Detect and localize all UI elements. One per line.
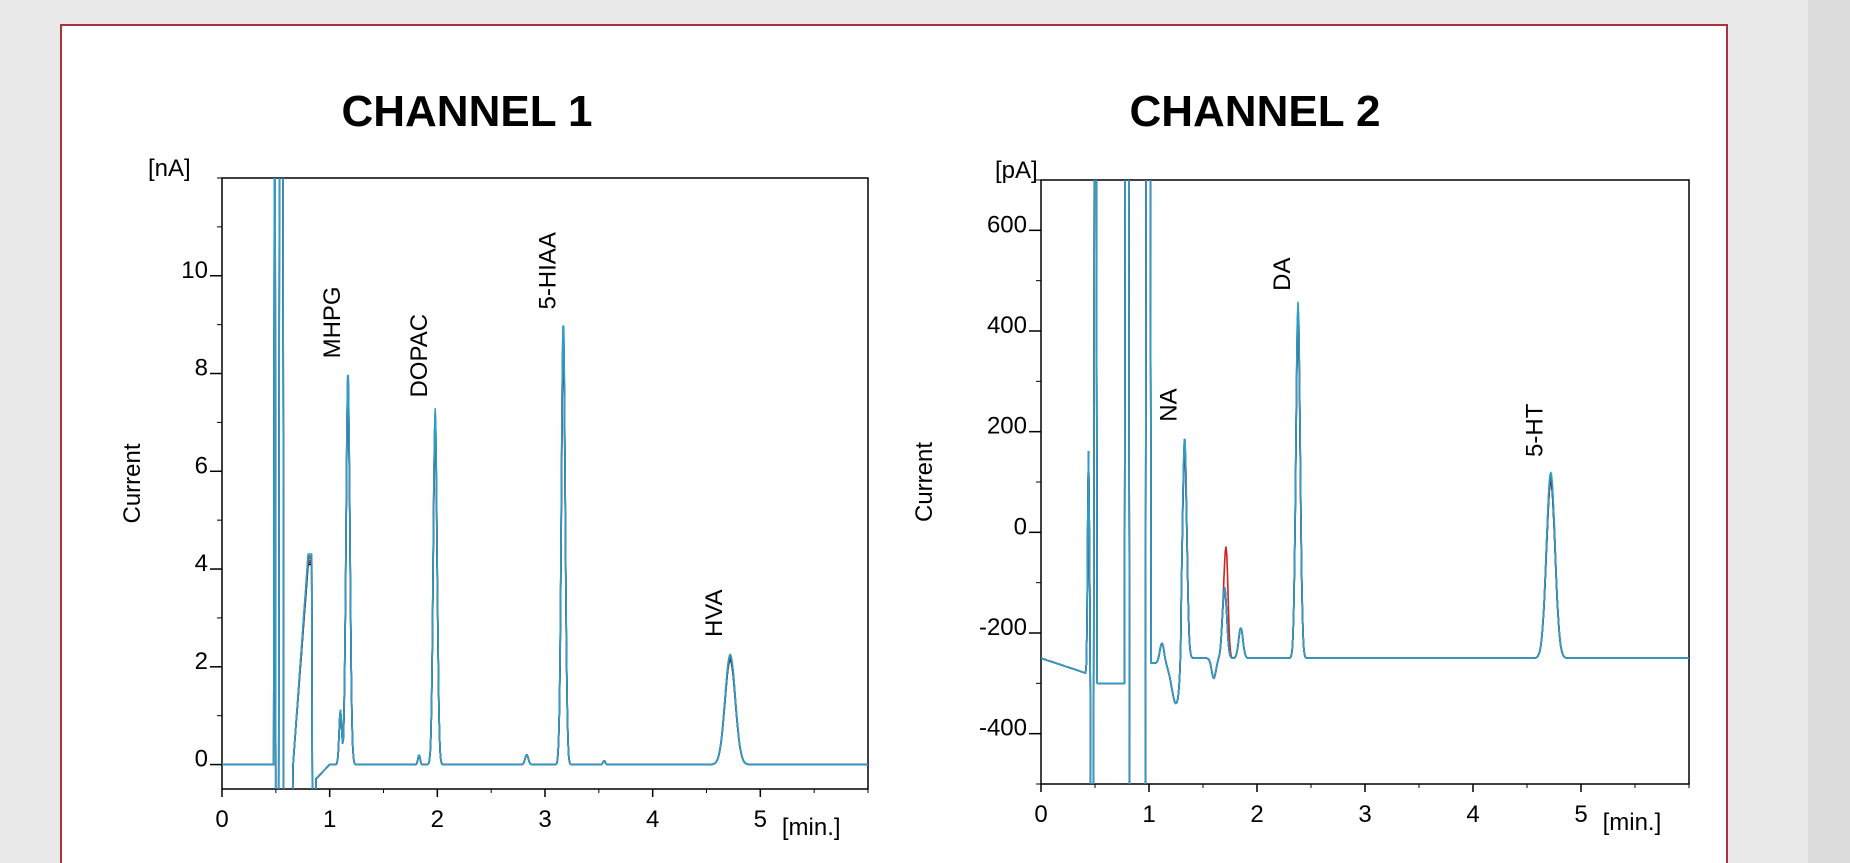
traces (222, 178, 868, 789)
x-tick-label: 5 (1574, 801, 1587, 828)
trace-6 (222, 178, 868, 789)
peak-label-da: DA (1269, 258, 1296, 291)
y-tick-label: 200 (987, 413, 1027, 440)
chart-title: CHANNEL 2 (1129, 87, 1380, 136)
y-tick-label: 0 (195, 746, 208, 773)
trace-5 (1041, 180, 1689, 784)
x-tick-label: 3 (1358, 801, 1371, 828)
trace-1 (1041, 180, 1689, 784)
y-unit-label: [nA] (148, 155, 191, 182)
y-tick-label: 6 (195, 452, 208, 479)
x-axis-label: [min.] (1603, 809, 1662, 836)
peak-label-dopac: DOPAC (406, 314, 433, 398)
peak-label-mhpg: MHPG (319, 286, 346, 358)
figure-panel (60, 24, 1728, 863)
x-tick-label: 0 (215, 806, 228, 833)
x-tick-label: 0 (1034, 801, 1047, 828)
y-tick-label: 600 (987, 211, 1027, 238)
peak-label-na: NA (1156, 388, 1183, 421)
traces (1041, 180, 1689, 784)
y-axis-label: Current (119, 443, 146, 523)
y-unit-label: [pA] (995, 157, 1038, 184)
chart-title: CHANNEL 1 (341, 87, 592, 136)
y-tick-label: 10 (181, 257, 208, 284)
y-tick-label: 4 (195, 550, 208, 577)
y-tick-label: 0 (1014, 513, 1027, 540)
x-tick-label: 2 (431, 806, 444, 833)
x-tick-label: 4 (1466, 801, 1479, 828)
trace-4 (1041, 180, 1689, 784)
x-tick-label: 1 (1142, 801, 1155, 828)
x-tick-label: 2 (1250, 801, 1263, 828)
y-axis-label: Current (911, 442, 938, 522)
x-tick-label: 5 (754, 806, 767, 833)
y-tick-label: 8 (195, 355, 208, 382)
peak-label-5-ht: 5-HT (1522, 403, 1549, 457)
y-tick-label: -200 (979, 614, 1027, 641)
channel-1-chart: CHANNEL 1 [nA] Current 0 2 4 6 8 10 0 1 2 3 4 5 [min.] M… (119, 87, 869, 841)
trace-3 (1041, 180, 1689, 784)
x-tick-label: 1 (323, 806, 336, 833)
channel-2-chart: CHANNEL 2 [pA] Current 600 400 200 0 -200 -400 0 1… (911, 87, 1690, 836)
plot-frame (1040, 179, 1690, 785)
trace-2 (1041, 180, 1689, 784)
y-tick-label: 2 (195, 648, 208, 675)
right-gray-strip (1808, 0, 1850, 863)
x-tick-label: 3 (538, 806, 551, 833)
y-tick-label: 400 (987, 312, 1027, 339)
trace-6 (1041, 180, 1689, 784)
peak-label-hva: HVA (701, 589, 728, 637)
x-tick-label: 4 (646, 806, 659, 833)
peak-label-5-hiaa: 5-HIAA (534, 232, 561, 309)
x-axis-label: [min.] (782, 814, 841, 841)
y-tick-label: -400 (979, 715, 1027, 742)
